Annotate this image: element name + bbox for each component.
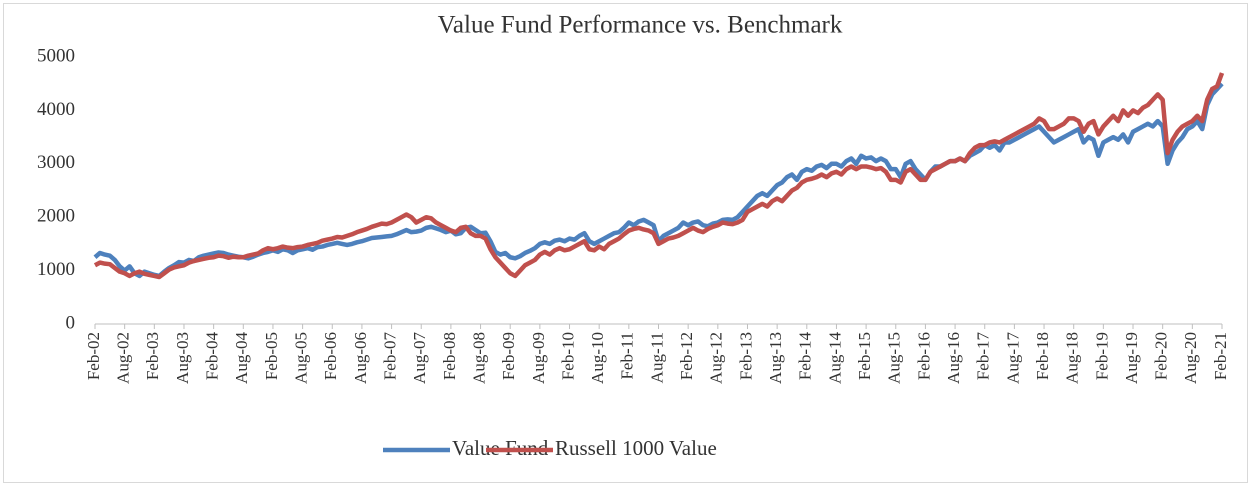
x-tick-label: Aug-18 [1063,332,1082,384]
x-tick-label: Feb-14 [796,332,815,381]
x-tick-label: Feb-03 [143,332,162,380]
x-tick-label: Aug-17 [1003,332,1022,384]
x-tick-label: Aug-12 [707,332,726,384]
legend-label: Russell 1000 Value [555,436,717,460]
x-tick-label: Aug-10 [588,332,607,384]
x-tick-label: Feb-13 [736,332,755,380]
y-tick-label: 5000 [37,45,75,66]
x-tick-label: Feb-02 [84,332,103,380]
x-tick-label: Feb-21 [1211,332,1230,380]
y-tick-label: 3000 [37,152,75,173]
x-tick-label: Feb-16 [914,332,933,380]
line-series [93,72,1225,280]
y-tick-label: 4000 [37,99,75,120]
x-tick-label: Feb-12 [677,332,696,380]
x-tick-label: Aug-14 [825,332,844,384]
x-tick-label: Aug-06 [351,332,370,384]
y-tick-label: 2000 [37,206,75,227]
x-tick-label: Feb-15 [855,332,874,380]
x-tick-label: Feb-10 [558,332,577,380]
x-tick-label: Aug-04 [232,332,251,384]
x-tick-label: Aug-19 [1122,332,1141,384]
x-tick-label: Aug-15 [885,332,904,384]
x-tick-label: Aug-20 [1181,332,1200,384]
x-tick-label: Feb-20 [1152,332,1171,380]
x-tick-label: Feb-19 [1092,332,1111,380]
x-tick-label: Feb-08 [440,332,459,380]
x-tick-label: Feb-11 [618,332,637,380]
x-tick-label: Aug-16 [944,332,963,384]
x-tick-label: Feb-07 [380,332,399,381]
x-tick-label: Aug-03 [173,332,192,384]
x-tick-label: Feb-18 [1033,332,1052,380]
x-tick-label: Aug-07 [410,332,429,384]
x-tick-label: Feb-06 [321,332,340,380]
y-tick-label: 1000 [37,259,75,280]
y-tick-label: 0 [66,312,76,333]
x-tick-label: Feb-09 [499,332,518,380]
x-tick-label: Feb-05 [262,332,281,380]
chart-border [3,3,1248,483]
x-tick-label: Feb-17 [974,332,993,381]
x-tick-label: Aug-05 [292,332,311,384]
x-tick-label: Aug-11 [647,332,666,383]
x-tick-label: Aug-13 [766,332,785,384]
x-tick-label: Feb-04 [203,332,222,381]
x-tick-label: Aug-02 [114,332,133,384]
x-tick-label: Aug-09 [529,332,548,384]
chart-title: Value Fund Performance vs. Benchmark [438,12,843,39]
x-tick-label: Aug-08 [469,332,488,384]
